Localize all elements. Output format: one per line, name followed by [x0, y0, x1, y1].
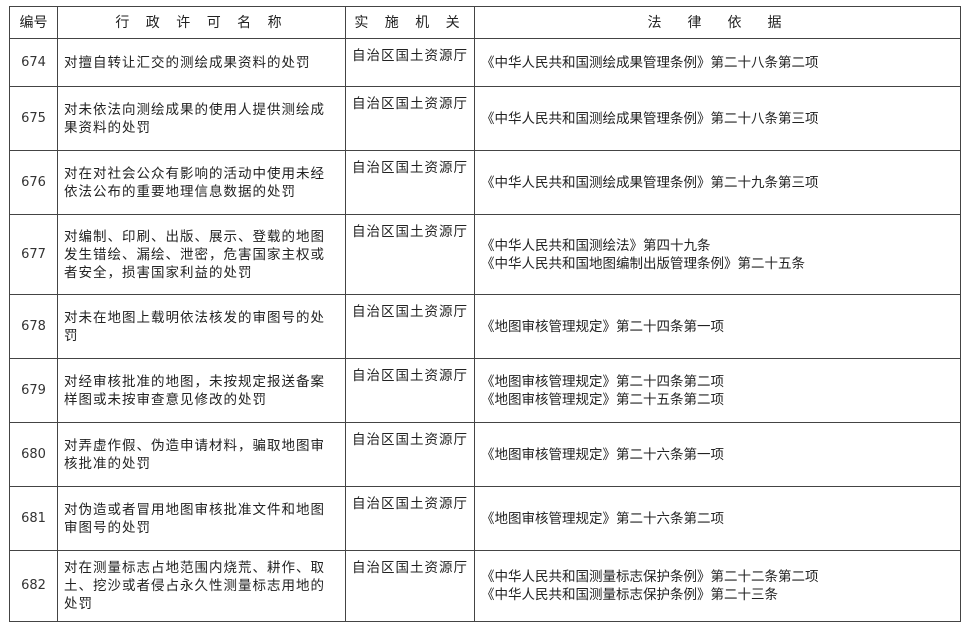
row-name: 对在测量标志占地范围内烧荒、耕作、取土、挖沙或者侵占永久性测量标志用地的处罚: [57, 550, 346, 622]
row-id: 675: [9, 86, 58, 151]
row-id: 679: [9, 358, 58, 423]
table-row: 675 对未依法向测绘成果的使用人提供测绘成果资料的处罚 自治区国土资源厅 《中华人民…: [9, 86, 961, 151]
row-id: 677: [9, 214, 58, 295]
header-agency: 实 施 机 关: [345, 6, 475, 39]
row-agency: 自治区国土资源厅: [345, 294, 475, 359]
law-line: 《中华人民共和国测绘成果管理条例》第二十九条第三项: [481, 174, 819, 191]
law-line: 《地图审核管理规定》第二十六条第一项: [481, 446, 724, 463]
table-row: 677 对编制、印刷、出版、展示、登载的地图发生错绘、漏绘、泄密，危害国家主权或者…: [9, 214, 961, 295]
row-id: 681: [9, 486, 58, 551]
row-id: 682: [9, 550, 58, 622]
row-id: 674: [9, 38, 58, 87]
law-line: 《中华人民共和国测绘成果管理条例》第二十八条第三项: [481, 110, 819, 127]
row-law: 《中华人民共和国测绘成果管理条例》第二十八条第三项: [474, 86, 961, 151]
table-row: 679 对经审核批准的地图，未按规定报送备案样图或未按审查意见修改的处罚 自治区国土…: [9, 358, 961, 423]
law-line: 《地图审核管理规定》第二十四条第二项: [481, 373, 724, 390]
row-law: 《中华人民共和国测绘成果管理条例》第二十九条第三项: [474, 150, 961, 215]
law-line: 《地图审核管理规定》第二十四条第一项: [481, 318, 724, 335]
header-name: 行 政 许 可 名 称: [57, 6, 346, 39]
row-name: 对经审核批准的地图，未按规定报送备案样图或未按审查意见修改的处罚: [57, 358, 346, 423]
row-law: 《中华人民共和国测量标志保护条例》第二十二条第二项 《中华人民共和国测量标志保护条…: [474, 550, 961, 622]
row-agency: 自治区国土资源厅: [345, 550, 475, 622]
row-law: 《地图审核管理规定》第二十六条第二项: [474, 486, 961, 551]
row-agency: 自治区国土资源厅: [345, 486, 475, 551]
law-line: 《地图审核管理规定》第二十五条第二项: [481, 391, 724, 408]
header-id: 编号: [9, 6, 58, 39]
header-row: 编号 行 政 许 可 名 称 实 施 机 关 法 律 依 据: [9, 6, 961, 39]
row-id: 678: [9, 294, 58, 359]
row-id: 676: [9, 150, 58, 215]
row-name: 对未在地图上载明依法核发的审图号的处罚: [57, 294, 346, 359]
permits-table: 编号 行 政 许 可 名 称 实 施 机 关 法 律 依 据 674 对擅自转让汇…: [9, 6, 961, 622]
table-row: 681 对伪造或者冒用地图审核批准文件和地图审图号的处罚 自治区国土资源厅 《地图审核…: [9, 486, 961, 551]
law-line: 《中华人民共和国地图编制出版管理条例》第二十五条: [481, 255, 805, 272]
row-name: 对擅自转让汇交的测绘成果资料的处罚: [57, 38, 346, 87]
table-row: 674 对擅自转让汇交的测绘成果资料的处罚 自治区国土资源厅 《中华人民共和国测绘成果…: [9, 38, 961, 87]
row-law: 《地图审核管理规定》第二十六条第一项: [474, 422, 961, 487]
law-line: 《中华人民共和国测绘成果管理条例》第二十八条第二项: [481, 54, 819, 71]
row-agency: 自治区国土资源厅: [345, 422, 475, 487]
row-law: 《地图审核管理规定》第二十四条第一项: [474, 294, 961, 359]
row-agency: 自治区国土资源厅: [345, 150, 475, 215]
row-id: 680: [9, 422, 58, 487]
row-agency: 自治区国土资源厅: [345, 358, 475, 423]
row-name: 对编制、印刷、出版、展示、登载的地图发生错绘、漏绘、泄密，危害国家主权或者安全，…: [57, 214, 346, 295]
row-law: 《地图审核管理规定》第二十四条第二项 《地图审核管理规定》第二十五条第二项: [474, 358, 961, 423]
law-line: 《中华人民共和国测量标志保护条例》第二十二条第二项: [481, 569, 819, 585]
table-row: 676 对在对社会公众有影响的活动中使用未经依法公布的重要地理信息数据的处罚 自治区…: [9, 150, 961, 215]
law-line: 《中华人民共和国测绘法》第四十九条: [481, 237, 711, 254]
row-name: 对弄虚作假、伪造申请材料，骗取地图审核批准的处罚: [57, 422, 346, 487]
row-name: 对在对社会公众有影响的活动中使用未经依法公布的重要地理信息数据的处罚: [57, 150, 346, 215]
row-agency: 自治区国土资源厅: [345, 86, 475, 151]
law-line: 《中华人民共和国测量标志保护条例》第二十三条: [481, 587, 778, 603]
row-agency: 自治区国土资源厅: [345, 214, 475, 295]
table-row: 680 对弄虚作假、伪造申请材料，骗取地图审核批准的处罚 自治区国土资源厅 《地图审核…: [9, 422, 961, 487]
row-agency: 自治区国土资源厅: [345, 38, 475, 87]
row-name: 对未依法向测绘成果的使用人提供测绘成果资料的处罚: [57, 86, 346, 151]
law-line: 《地图审核管理规定》第二十六条第二项: [481, 510, 724, 527]
row-law: 《中华人民共和国测绘成果管理条例》第二十八条第二项: [474, 38, 961, 87]
table-row: 682 对在测量标志占地范围内烧荒、耕作、取土、挖沙或者侵占永久性测量标志用地的处…: [9, 550, 961, 622]
row-name: 对伪造或者冒用地图审核批准文件和地图审图号的处罚: [57, 486, 346, 551]
table-row: 678 对未在地图上载明依法核发的审图号的处罚 自治区国土资源厅 《地图审核管理规定》…: [9, 294, 961, 359]
header-law: 法 律 依 据: [474, 6, 961, 39]
row-law: 《中华人民共和国测绘法》第四十九条 《中华人民共和国地图编制出版管理条例》第二十五…: [474, 214, 961, 295]
